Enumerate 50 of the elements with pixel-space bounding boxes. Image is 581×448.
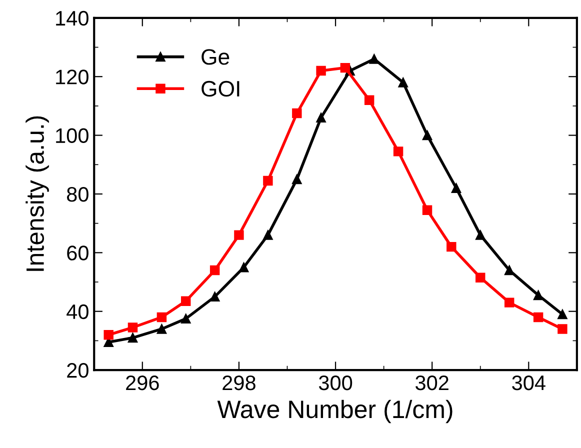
y-tick-label: 20: [67, 363, 88, 378]
point: [128, 322, 138, 332]
point: [558, 324, 568, 334]
y-tick-label: 140: [56, 10, 88, 26]
point: [533, 312, 544, 322]
y-tick-label: 80: [66, 186, 88, 202]
point: [210, 292, 220, 302]
point: [292, 174, 302, 184]
point: [156, 324, 167, 334]
x-tick-label: 300: [318, 375, 352, 390]
point: [422, 205, 432, 215]
point: [422, 130, 432, 140]
point: [263, 176, 273, 186]
point: [210, 265, 220, 276]
point: [180, 296, 191, 306]
point: [558, 309, 568, 320]
point: [180, 314, 191, 324]
point: [451, 183, 462, 193]
point: [476, 230, 486, 240]
y-axis-title: Intensity (a.u.): [26, 116, 49, 271]
point: [340, 62, 350, 73]
legend-label: GOI: [202, 80, 240, 97]
point: [533, 290, 544, 300]
x-tick-label: 304: [512, 375, 546, 390]
point: [238, 262, 249, 272]
x-tick-label: 296: [126, 375, 159, 390]
y-tick-label: 100: [56, 128, 88, 144]
point: [104, 330, 114, 340]
point: [446, 242, 456, 252]
point: [504, 298, 514, 308]
point: [128, 332, 138, 343]
point: [364, 95, 374, 105]
x-tick-label: 298: [222, 375, 256, 390]
point: [369, 54, 380, 64]
x-axis-title: Wave Number (1/cm): [217, 400, 452, 424]
y-tick-label: 40: [66, 304, 88, 320]
point: [263, 230, 273, 240]
y-tick-label: 120: [56, 70, 88, 84]
y-tick-label: 60: [67, 246, 88, 260]
x-tick-label: 302: [416, 375, 448, 390]
point: [476, 272, 486, 282]
point: [292, 108, 302, 118]
point: [504, 265, 514, 276]
point: [316, 66, 326, 76]
legend-label: Ge: [202, 49, 230, 65]
point: [234, 230, 244, 240]
point: [398, 78, 408, 88]
point: [316, 112, 326, 123]
point: [393, 146, 404, 156]
point: [156, 312, 167, 322]
